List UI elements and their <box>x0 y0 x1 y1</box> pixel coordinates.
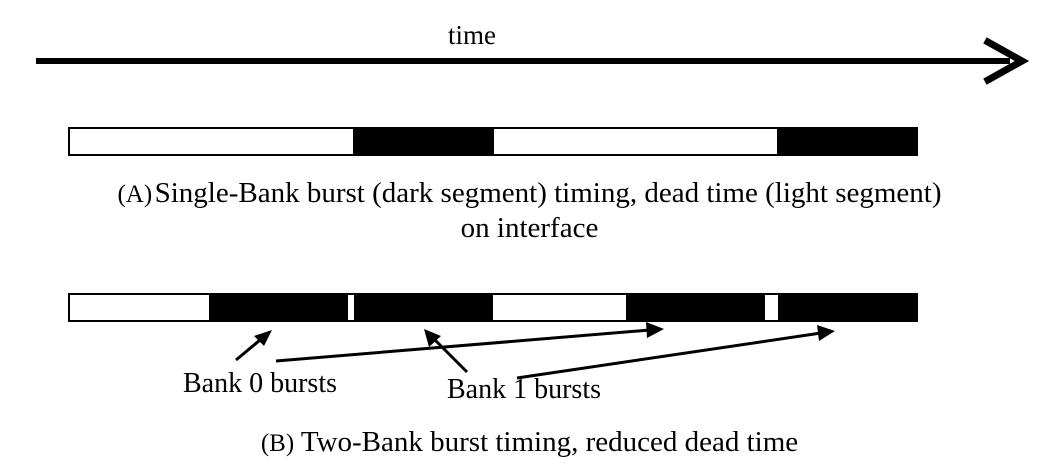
bank0-pointer-arrow-2 <box>275 328 651 363</box>
timeline-b-bank1-burst-2 <box>778 294 917 321</box>
bank1-pointer-arrow-2 <box>516 331 822 380</box>
timeline-b-bank1-burst-1 <box>354 294 493 321</box>
caption-a-line2: on interface <box>460 212 599 245</box>
caption-a-line1: (A) Single-Bank burst (dark segment) tim… <box>0 176 1059 211</box>
timeline-a-burst-segment-1 <box>353 127 494 156</box>
timeline-b-bank0-burst-1 <box>209 294 348 321</box>
timeline-a-dead-segment-2 <box>492 127 779 156</box>
time-axis-label: time <box>448 20 496 50</box>
caption-b-prefix: (B) <box>260 430 295 457</box>
bank0-bursts-label: Bank 0 bursts <box>183 368 337 399</box>
time-arrow-head <box>983 37 1030 85</box>
time-arrow <box>36 37 1030 85</box>
bank1-pointer-arrow-1 <box>429 334 469 374</box>
caption-b-text: Two-Bank burst timing, reduced dead time <box>300 426 799 458</box>
caption-b: (B) Two-Bank burst timing, reduced dead … <box>0 425 1059 460</box>
timeline-b-bank0-burst-2 <box>626 294 765 321</box>
bank0-pointer-arrowhead-2 <box>646 322 664 338</box>
caption-a-prefix: (A) <box>117 181 153 208</box>
timeline-a-dead-segment-1 <box>68 127 355 156</box>
bank1-pointer-arrowhead-1 <box>424 329 441 347</box>
timeline-a-burst-segment-2 <box>777 127 918 156</box>
caption-a-text: Single-Bank burst (dark segment) timing,… <box>154 177 942 209</box>
timeline-b <box>68 293 918 322</box>
bank1-pointer-arrowhead-2 <box>817 325 835 341</box>
caption-a: (A) Single-Bank burst (dark segment) tim… <box>0 176 1059 247</box>
bank1-bursts-label: Bank 1 bursts <box>447 374 601 405</box>
timeline-a <box>68 127 918 156</box>
pointer-arrows <box>235 322 835 380</box>
bank0-pointer-arrowhead-1 <box>254 330 272 346</box>
